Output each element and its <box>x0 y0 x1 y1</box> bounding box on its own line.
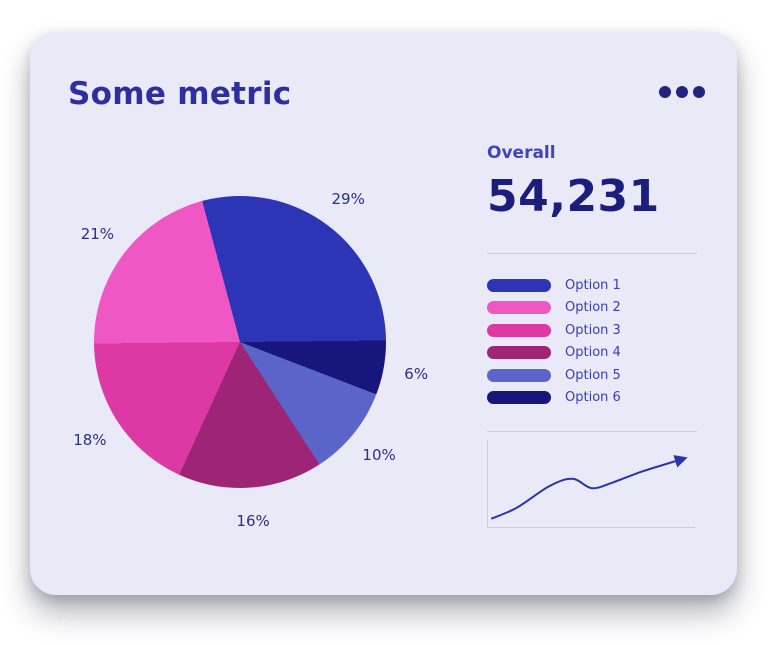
legend-swatch <box>487 323 551 337</box>
legend-label: Option 1 <box>565 277 621 293</box>
overall-label: Overall <box>487 143 556 163</box>
ellipsis-menu-icon[interactable] <box>655 82 709 102</box>
pie-chart: 29% 6% 10% 16% 18% 21% <box>52 154 428 530</box>
legend-item: Option 1 <box>487 274 697 297</box>
pie-percent-label: 21% <box>80 224 115 243</box>
legend-item: Option 4 <box>487 342 697 365</box>
metric-card: Some metric 29% 6% 10% 16% 18% 21% Overall 54… <box>30 32 737 595</box>
legend-item: Option 6 <box>487 387 697 410</box>
legend-item: Option 5 <box>487 364 697 387</box>
stats-panel: Overall 54,231 Option 1 Option 2 Option … <box>487 143 697 528</box>
legend-swatch <box>487 368 551 382</box>
legend-label: Option 6 <box>565 390 621 406</box>
legend-swatch <box>487 278 551 292</box>
legend: Option 1 Option 2 Option 3 Option 4 Opti… <box>487 274 697 409</box>
legend-label: Option 5 <box>565 367 621 383</box>
legend-label: Option 4 <box>565 345 621 361</box>
pie-percent-label: 16% <box>236 511 270 530</box>
legend-item: Option 3 <box>487 319 697 342</box>
menu-dot <box>659 86 671 98</box>
legend-swatch <box>487 346 551 360</box>
pie-percent-label: 29% <box>331 190 365 209</box>
divider <box>487 253 697 254</box>
legend-swatch <box>487 391 551 405</box>
trend-sparkline <box>487 440 695 528</box>
trend-line <box>491 455 688 520</box>
overall-value: 54,231 <box>487 171 660 222</box>
legend-label: Option 3 <box>565 322 621 338</box>
divider <box>487 431 697 432</box>
page-title: Some metric <box>68 76 292 112</box>
legend-swatch <box>487 301 551 315</box>
pie-percent-label: 6% <box>404 364 429 383</box>
pie-percent-label: 18% <box>73 430 107 449</box>
pie-graphic <box>94 196 386 488</box>
menu-dot <box>693 86 705 98</box>
menu-dot <box>676 86 688 98</box>
legend-label: Option 2 <box>565 300 621 316</box>
pie-percent-label: 10% <box>362 445 396 464</box>
legend-item: Option 2 <box>487 297 697 320</box>
sparkline-svg <box>491 455 688 520</box>
